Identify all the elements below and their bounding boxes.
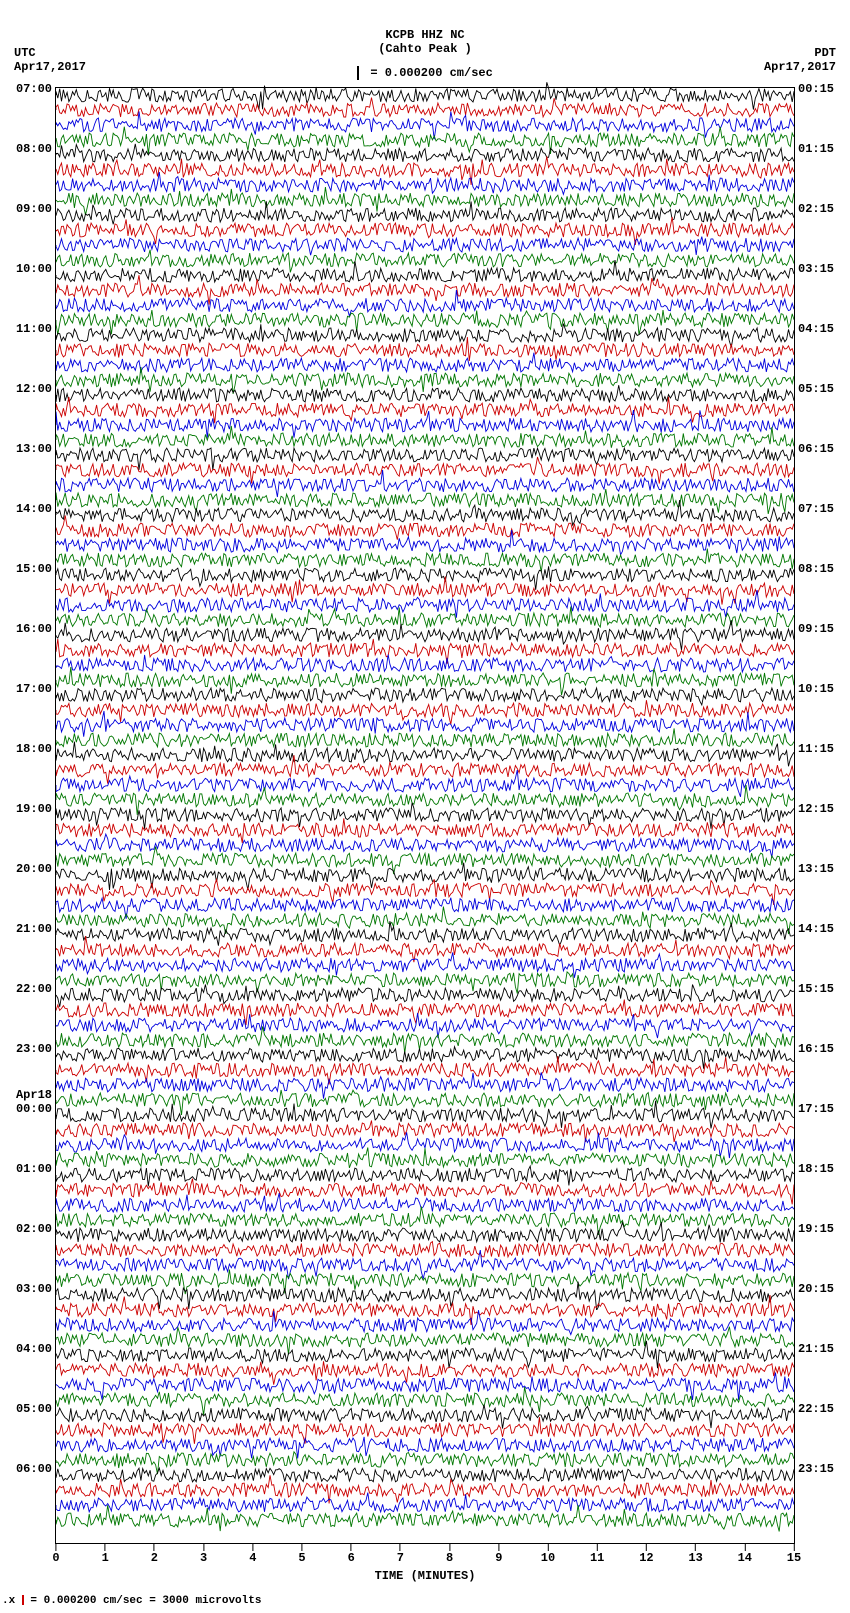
right-hour-label: 19:15 xyxy=(794,1222,834,1236)
x-tick-label: 5 xyxy=(298,1551,305,1565)
left-hour-label: 10:00 xyxy=(16,262,56,276)
right-hour-label: 10:15 xyxy=(794,682,834,696)
left-hour-label: 21:00 xyxy=(16,922,56,936)
left-hour-label: 01:00 xyxy=(16,1162,56,1176)
x-tick-label: 11 xyxy=(590,1551,604,1565)
left-hour-label: 05:00 xyxy=(16,1402,56,1416)
x-tick: 2 xyxy=(151,1543,158,1565)
station-code: KCPB HHZ NC xyxy=(0,28,850,42)
x-tick-label: 0 xyxy=(52,1551,59,1565)
x-tick-label: 12 xyxy=(639,1551,653,1565)
right-hour-label: 00:15 xyxy=(794,82,834,96)
right-hour-label: 14:15 xyxy=(794,922,834,936)
right-hour-label: 23:15 xyxy=(794,1462,834,1476)
x-tick: 15 xyxy=(787,1543,801,1565)
scale-text: = 0.000200 cm/sec xyxy=(370,66,492,80)
x-axis: TIME (MINUTES) 0123456789101112131415 xyxy=(56,1543,794,1583)
left-hour-label: 23:00 xyxy=(16,1042,56,1056)
x-tick: 0 xyxy=(52,1543,59,1565)
left-hour-label: 18:00 xyxy=(16,742,56,756)
right-hour-label: 22:15 xyxy=(794,1402,834,1416)
right-hour-label: 20:15 xyxy=(794,1282,834,1296)
x-tick: 6 xyxy=(348,1543,355,1565)
helicorder-plot: 07:0000:1508:0001:1509:0002:1510:0003:15… xyxy=(56,88,794,1543)
right-hour-label: 02:15 xyxy=(794,202,834,216)
x-tick-label: 3 xyxy=(200,1551,207,1565)
x-tick: 3 xyxy=(200,1543,207,1565)
left-hour-label: 17:00 xyxy=(16,682,56,696)
left-hour-label: 06:00 xyxy=(16,1462,56,1476)
left-hour-label: 20:00 xyxy=(16,862,56,876)
left-hour-label: 08:00 xyxy=(16,142,56,156)
right-hour-label: 16:15 xyxy=(794,1042,834,1056)
x-tick-label: 2 xyxy=(151,1551,158,1565)
x-tick: 1 xyxy=(102,1543,109,1565)
footer-text: = 0.000200 cm/sec = 3000 microvolts xyxy=(24,1595,262,1607)
title-block: KCPB HHZ NC (Cahto Peak ) xyxy=(0,28,850,56)
x-tick: 9 xyxy=(495,1543,502,1565)
right-hour-label: 05:15 xyxy=(794,382,834,396)
x-tick-label: 15 xyxy=(787,1551,801,1565)
x-tick: 13 xyxy=(688,1543,702,1565)
trace-row xyxy=(56,1513,794,1528)
footer-scale: .x = 0.000200 cm/sec = 3000 microvolts xyxy=(2,1595,261,1607)
left-hour-label: 03:00 xyxy=(16,1282,56,1296)
left-hour-label: 07:00 xyxy=(16,82,56,96)
left-hour-label: 13:00 xyxy=(16,442,56,456)
x-tick: 10 xyxy=(541,1543,555,1565)
left-hour-label: 11:00 xyxy=(16,322,56,336)
right-hour-label: 13:15 xyxy=(794,862,834,876)
x-tick: 11 xyxy=(590,1543,604,1565)
left-hour-label: 00:00 xyxy=(16,1102,56,1116)
left-hour-label: 12:00 xyxy=(16,382,56,396)
x-tick-label: 7 xyxy=(397,1551,404,1565)
right-hour-label: 21:15 xyxy=(794,1342,834,1356)
x-tick-label: 6 xyxy=(348,1551,355,1565)
right-hour-label: 07:15 xyxy=(794,502,834,516)
x-tick-label: 4 xyxy=(249,1551,256,1565)
x-axis-title: TIME (MINUTES) xyxy=(56,1569,794,1583)
x-tick-label: 10 xyxy=(541,1551,555,1565)
left-hour-label: 14:00 xyxy=(16,502,56,516)
footer-prefix: .x xyxy=(2,1595,22,1607)
right-hour-label: 17:15 xyxy=(794,1102,834,1116)
x-tick: 8 xyxy=(446,1543,453,1565)
station-name: (Cahto Peak ) xyxy=(0,42,850,56)
x-tick-label: 9 xyxy=(495,1551,502,1565)
right-hour-label: 15:15 xyxy=(794,982,834,996)
x-tick-label: 14 xyxy=(738,1551,752,1565)
right-hour-label: 08:15 xyxy=(794,562,834,576)
x-tick: 4 xyxy=(249,1543,256,1565)
left-hour-label: 22:00 xyxy=(16,982,56,996)
x-tick-label: 8 xyxy=(446,1551,453,1565)
right-hour-label: 11:15 xyxy=(794,742,834,756)
left-hour-label: 19:00 xyxy=(16,802,56,816)
scale-block: = 0.000200 cm/sec xyxy=(0,66,850,80)
x-tick: 14 xyxy=(738,1543,752,1565)
x-tick-label: 13 xyxy=(688,1551,702,1565)
left-hour-label: 04:00 xyxy=(16,1342,56,1356)
right-hour-label: 18:15 xyxy=(794,1162,834,1176)
left-hour-label: 02:00 xyxy=(16,1222,56,1236)
right-hour-label: 12:15 xyxy=(794,802,834,816)
right-hour-label: 06:15 xyxy=(794,442,834,456)
x-tick: 7 xyxy=(397,1543,404,1565)
x-tick-label: 1 xyxy=(102,1551,109,1565)
right-hour-label: 03:15 xyxy=(794,262,834,276)
left-date-marker: Apr18 xyxy=(16,1088,56,1102)
left-hour-label: 15:00 xyxy=(16,562,56,576)
scale-bar-icon xyxy=(357,66,359,80)
x-tick: 5 xyxy=(298,1543,305,1565)
right-hour-label: 04:15 xyxy=(794,322,834,336)
left-hour-label: 09:00 xyxy=(16,202,56,216)
left-hour-label: 16:00 xyxy=(16,622,56,636)
right-hour-label: 01:15 xyxy=(794,142,834,156)
x-tick: 12 xyxy=(639,1543,653,1565)
right-hour-label: 09:15 xyxy=(794,622,834,636)
